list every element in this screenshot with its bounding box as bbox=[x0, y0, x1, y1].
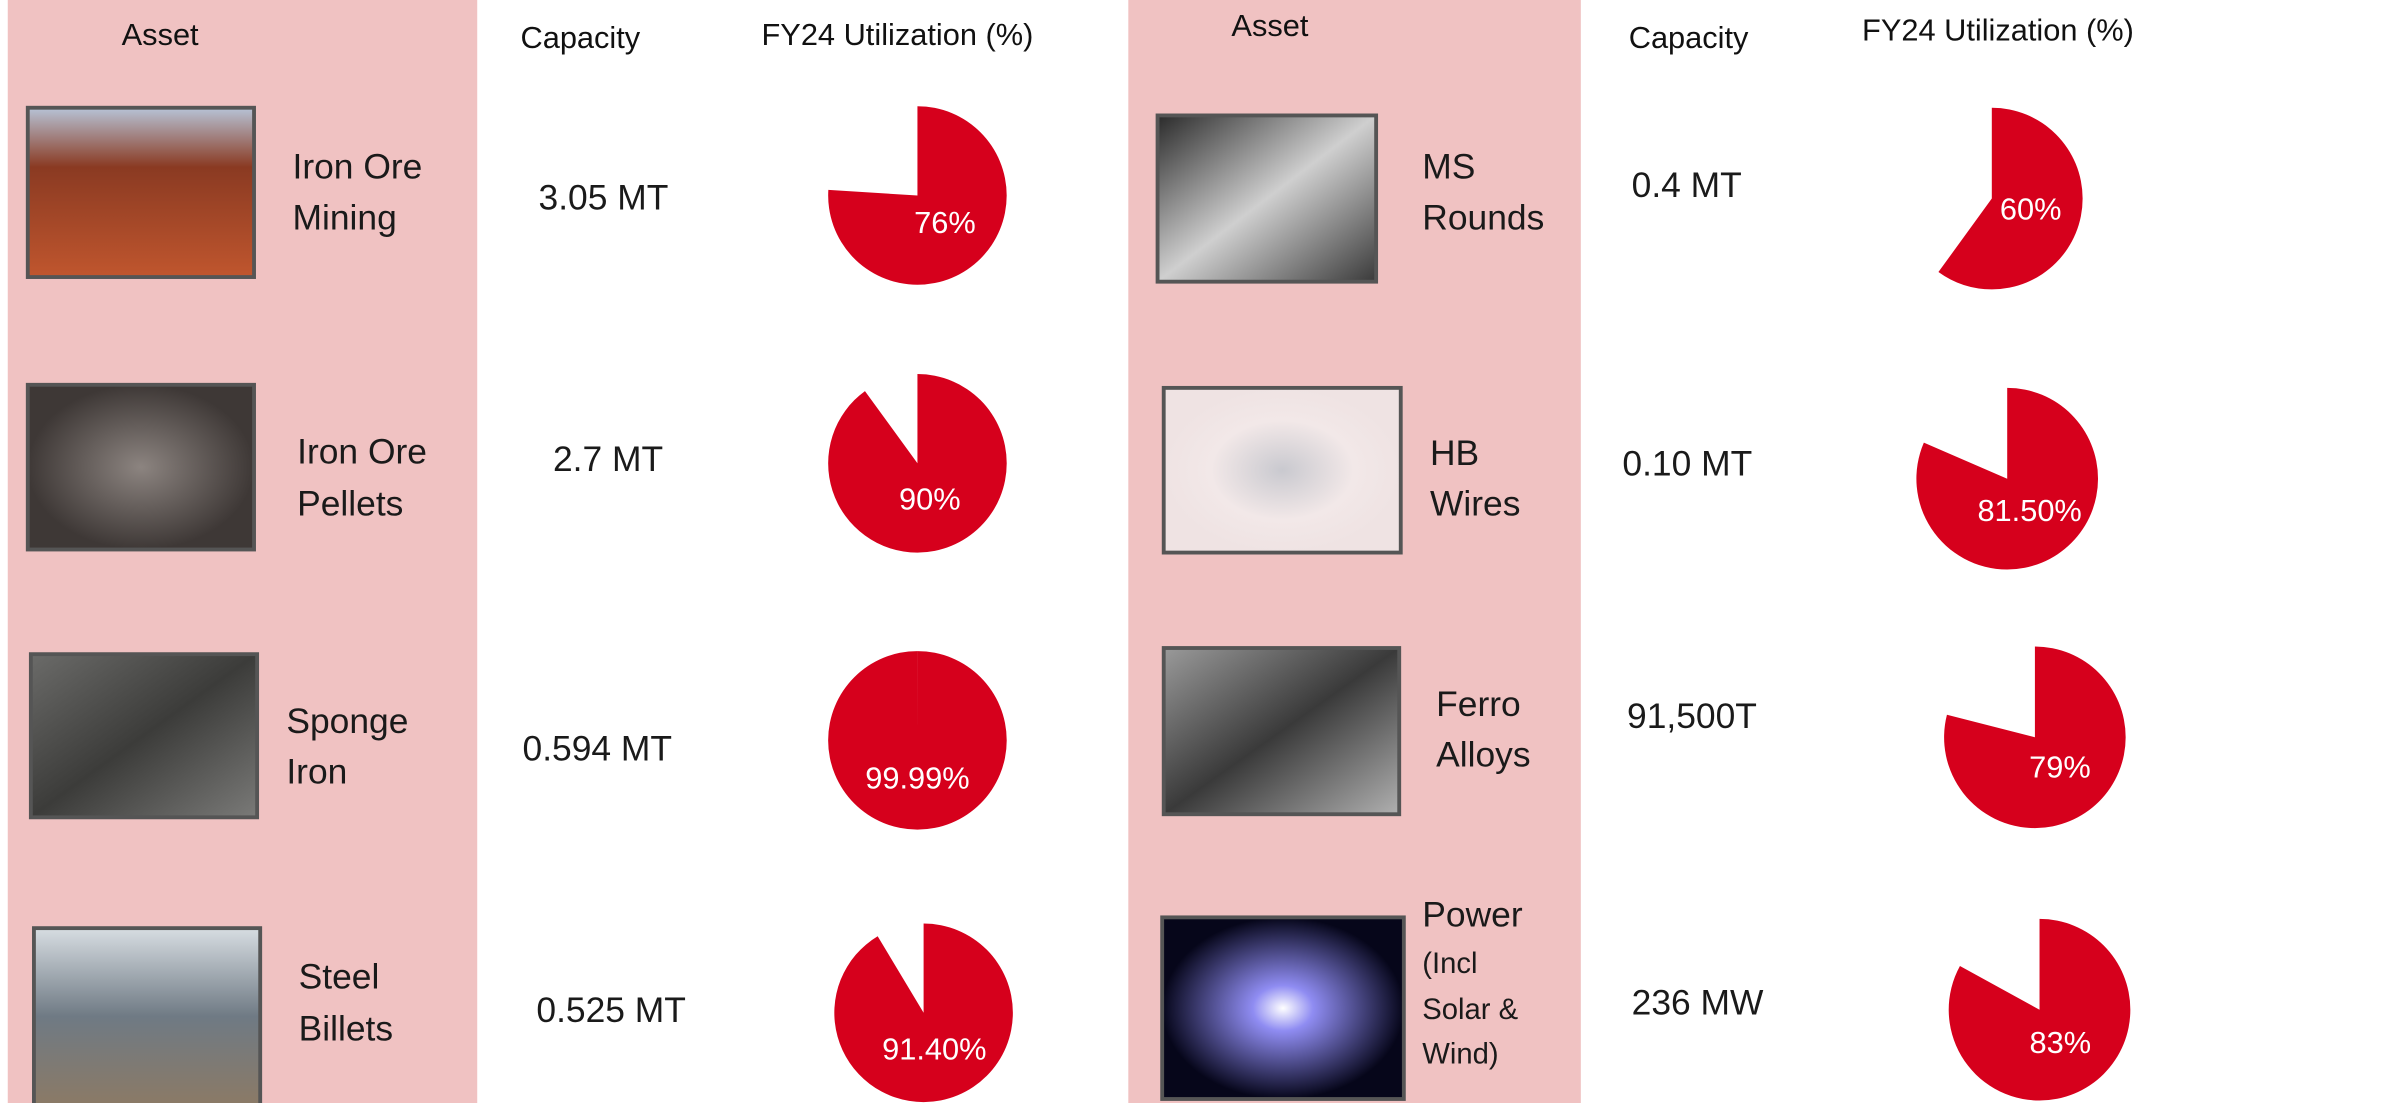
asset-photo bbox=[1164, 388, 1401, 553]
utilization-wedge bbox=[828, 651, 1007, 830]
asset-name: Power bbox=[1422, 895, 1523, 935]
capacity: 0.594 MT bbox=[523, 728, 673, 768]
asset-name: Alloys bbox=[1436, 735, 1530, 775]
asset-photo bbox=[34, 928, 260, 1103]
utilization-label: 91.40% bbox=[882, 1032, 986, 1067]
asset-name: Steel bbox=[299, 956, 380, 996]
asset-name: Billets bbox=[299, 1009, 393, 1049]
slide: Asset Capacity FY24 Utilization (%) Iron Or… bbox=[0, 0, 2389, 1103]
asset-name: Rounds bbox=[1422, 197, 1544, 237]
asset-photo bbox=[1158, 115, 1377, 281]
utilization-label: 99.99% bbox=[865, 761, 969, 796]
asset-photo bbox=[28, 385, 254, 550]
utilization-wedge bbox=[1916, 388, 2098, 570]
asset-name: (Incl bbox=[1422, 948, 1477, 980]
utilization-wedge bbox=[1944, 646, 2126, 828]
asset-photo bbox=[1162, 917, 1404, 1099]
column-header: Asset bbox=[122, 17, 199, 52]
asset-name: Iron bbox=[286, 752, 347, 792]
asset-name: Solar & bbox=[1422, 994, 1518, 1026]
capacity: 2.7 MT bbox=[553, 439, 663, 479]
utilization-wedge bbox=[828, 374, 1007, 553]
capacity: 0.10 MT bbox=[1622, 444, 1752, 484]
utilization-wedge bbox=[828, 106, 1007, 285]
asset-name: Iron Ore bbox=[297, 431, 427, 471]
asset-name: Mining bbox=[293, 197, 397, 237]
asset-name: Wires bbox=[1430, 484, 1520, 524]
asset-name: Wind) bbox=[1422, 1039, 1498, 1071]
capacity: 0.4 MT bbox=[1632, 165, 1742, 205]
utilization-label: 81.50% bbox=[1977, 493, 2081, 528]
asset-photo bbox=[28, 108, 254, 277]
capacity: 236 MW bbox=[1632, 982, 1764, 1022]
asset-name: Sponge bbox=[286, 701, 408, 741]
capacity: 91,500T bbox=[1627, 696, 1757, 736]
column-header: FY24 Utilization (%) bbox=[762, 17, 1034, 52]
capacity: 3.05 MT bbox=[539, 177, 669, 217]
utilization-label: 83% bbox=[2030, 1025, 2092, 1060]
asset-name: HB bbox=[1430, 433, 1479, 473]
utilization-label: 79% bbox=[2029, 750, 2091, 785]
utilization-wedge bbox=[1949, 919, 2131, 1101]
column-header: Asset bbox=[1231, 8, 1308, 43]
column-header: FY24 Utilization (%) bbox=[1862, 12, 2134, 47]
asset-name: Iron Ore bbox=[293, 147, 423, 187]
column-header: Capacity bbox=[1629, 20, 1749, 55]
asset-name: MS bbox=[1422, 147, 1475, 187]
utilization-wedge bbox=[834, 924, 1013, 1103]
asset-name: Ferro bbox=[1436, 684, 1521, 724]
page: {"panels": [ {"header": {"asset": "Asset… bbox=[0, 0, 2389, 1103]
utilization-label: 60% bbox=[2000, 191, 2062, 226]
utilization-label: 76% bbox=[914, 205, 976, 240]
column-header: Capacity bbox=[521, 20, 641, 55]
capacity: 0.525 MT bbox=[536, 990, 686, 1030]
asset-name: Pellets bbox=[297, 484, 403, 524]
utilization-label: 90% bbox=[899, 482, 961, 517]
asset-photo bbox=[31, 654, 257, 817]
asset-photo bbox=[1164, 648, 1399, 814]
